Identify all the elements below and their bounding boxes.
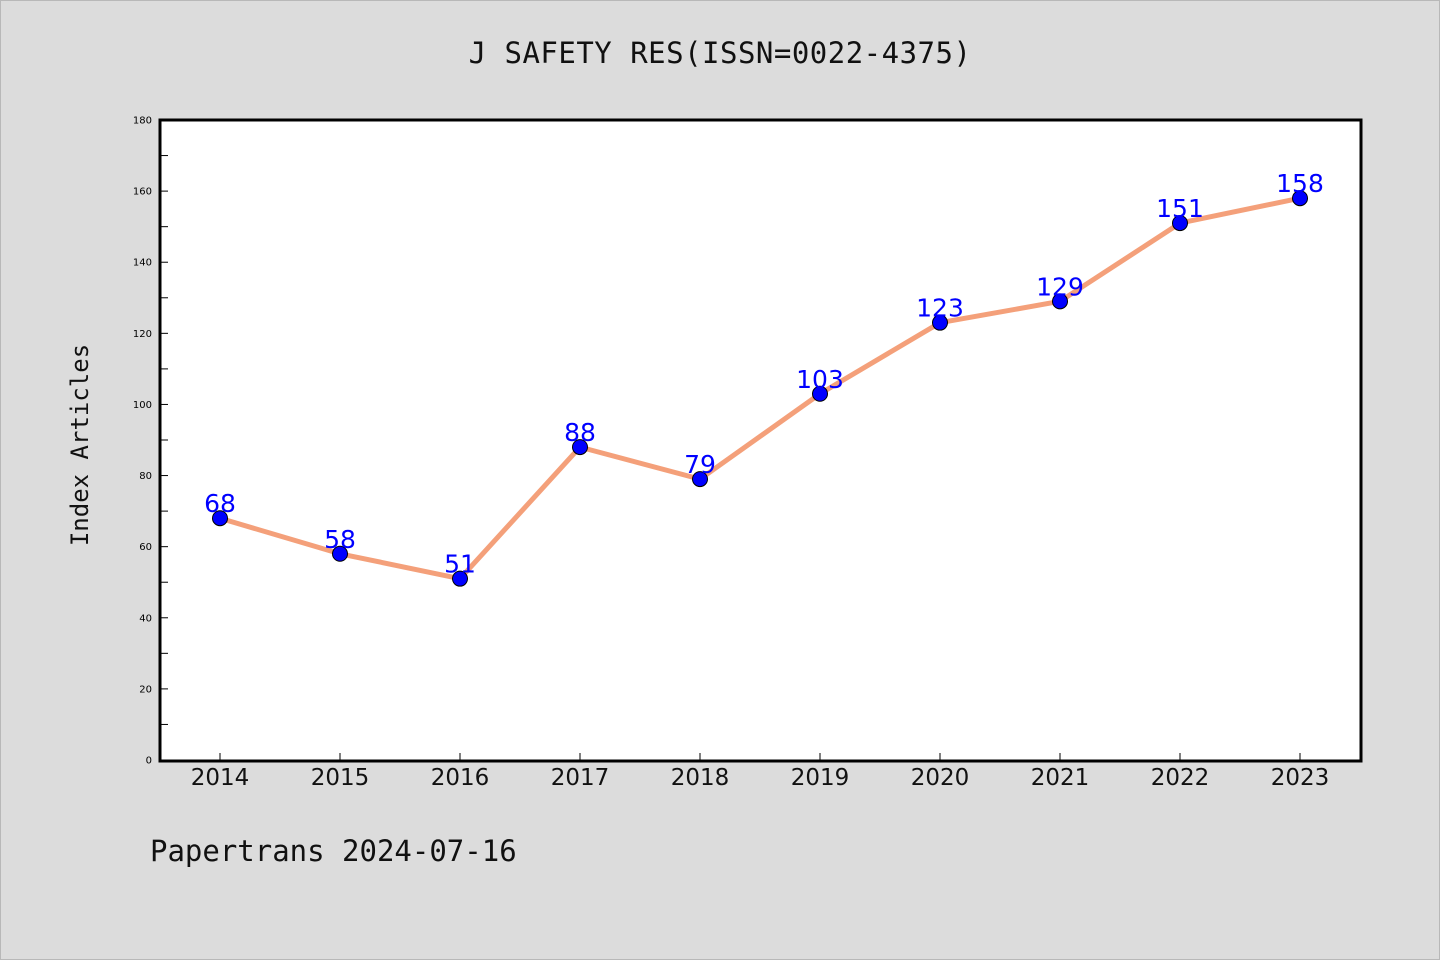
footer-credit: Papertrans 2024-07-16	[150, 834, 517, 868]
data-label: 68	[204, 489, 236, 518]
data-label: 51	[444, 550, 476, 579]
y-tick-label: 20	[139, 684, 152, 695]
data-label: 88	[564, 418, 596, 447]
x-tick-label: 2021	[1031, 765, 1090, 791]
data-label: 103	[796, 365, 844, 394]
y-tick-label: 100	[133, 400, 152, 411]
data-label: 129	[1036, 272, 1084, 301]
data-label: 158	[1276, 169, 1324, 198]
x-tick-label: 2023	[1271, 765, 1330, 791]
x-tick-label: 2019	[791, 765, 850, 791]
plot-area	[158, 118, 1363, 763]
data-point	[212, 510, 228, 527]
x-tick-label: 2022	[1151, 765, 1210, 791]
x-tick-label: 2018	[671, 765, 730, 791]
data-point	[1172, 215, 1188, 232]
x-tick-label: 2015	[311, 765, 370, 791]
y-tick-label: 140	[133, 258, 152, 269]
y-tick-label: 120	[133, 329, 152, 340]
y-axis-ticks: 0 20 40 60 80 100 120 140 160 180	[133, 116, 168, 767]
chart-title: J SAFETY RES(ISSN=0022-4375)	[468, 36, 972, 70]
x-tick-label: 2020	[911, 765, 970, 791]
data-point	[452, 570, 468, 587]
data-point	[1292, 190, 1308, 207]
y-tick-label: 80	[139, 471, 152, 482]
x-tick-label: 2016	[431, 765, 490, 791]
data-labels: 68 58 51 88 79 103 123 129 151 158	[204, 169, 1324, 578]
data-label: 58	[324, 525, 356, 554]
data-point	[932, 314, 948, 331]
x-tick-label: 2014	[191, 765, 250, 791]
data-markers	[212, 190, 1308, 587]
series-line	[217, 195, 1303, 582]
series-line-group	[217, 195, 1303, 582]
y-tick-label: 60	[139, 542, 152, 553]
y-tick-label: 40	[139, 613, 152, 624]
x-tick-label: 2017	[551, 765, 610, 791]
data-point	[692, 471, 708, 488]
y-tick-label: 160	[133, 187, 152, 198]
y-tick-label: 180	[133, 116, 152, 127]
x-axis-ticks: 2014 2015 2016 2017 2018 2019 2020 2021 2022 2023	[191, 753, 1330, 791]
data-label: 79	[684, 450, 716, 479]
data-point	[572, 439, 588, 456]
data-label: 123	[916, 294, 964, 323]
data-point	[1052, 293, 1068, 310]
data-point	[332, 545, 348, 562]
data-point	[812, 385, 828, 402]
y-tick-label: 0	[146, 756, 152, 767]
data-label: 151	[1156, 194, 1204, 223]
